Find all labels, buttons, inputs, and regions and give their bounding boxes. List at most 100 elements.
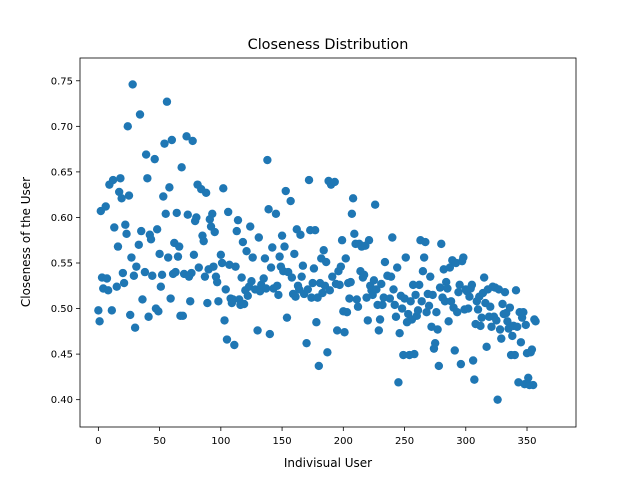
scatter-point — [282, 313, 292, 322]
scatter-point — [372, 285, 381, 294]
scatter-point — [128, 80, 137, 89]
scatter-point — [298, 261, 308, 270]
scatter-point — [390, 300, 399, 310]
scatter-point — [238, 237, 248, 247]
scatter-point — [232, 226, 241, 236]
scatter-point — [524, 373, 533, 382]
scatter-point — [221, 285, 230, 294]
scatter-point — [325, 286, 335, 295]
scatter-point — [135, 110, 145, 119]
scatter-point — [342, 308, 352, 317]
scatter-point — [497, 334, 506, 343]
scatter-point — [228, 295, 238, 304]
scatter-point — [148, 271, 157, 280]
scatter-point — [171, 267, 180, 277]
scatter-point — [341, 254, 350, 263]
scatter-point — [391, 312, 401, 321]
scatter-point — [162, 97, 172, 106]
scatter-point — [359, 270, 369, 280]
scatter-point — [388, 233, 397, 242]
scatter-point — [303, 285, 312, 294]
scatter-point — [304, 175, 314, 185]
scatter-point — [473, 305, 483, 314]
scatter-point — [450, 346, 459, 355]
x-axis-label: Indivisual User — [284, 456, 372, 470]
scatter-point — [422, 308, 431, 317]
scatter-point — [116, 174, 125, 183]
scatter-point — [157, 270, 167, 280]
scatter-point — [182, 132, 191, 141]
scatter-point — [498, 299, 507, 309]
scatter-point — [119, 278, 129, 288]
scatter-point — [437, 239, 446, 249]
scatter-point — [528, 380, 538, 390]
scatter-point — [219, 184, 228, 193]
x-tick-label: 300 — [456, 436, 475, 447]
scatter-point — [408, 280, 418, 290]
scatter-point — [467, 280, 477, 290]
scatter-point — [350, 229, 359, 239]
scatter-point — [459, 253, 468, 262]
scatter-point — [380, 257, 390, 267]
scatter-point — [394, 378, 403, 387]
scatter-point — [231, 262, 240, 271]
scatter-point — [417, 297, 426, 306]
scatter-point — [214, 297, 223, 306]
scatter-point — [307, 293, 316, 302]
scatter-point — [510, 350, 519, 360]
scatter-point — [470, 375, 479, 384]
scatter-point — [163, 253, 173, 262]
scatter-point — [268, 243, 277, 252]
scatter-point — [323, 348, 332, 357]
scatter-point — [243, 291, 252, 300]
scatter-point — [165, 183, 174, 192]
scatter-point — [242, 246, 251, 256]
scatter-point — [253, 326, 262, 335]
scatter-point — [223, 207, 233, 217]
scatter-point — [479, 273, 489, 282]
scatter-point — [177, 163, 186, 172]
scatter-point — [455, 280, 464, 290]
scatter-point — [445, 263, 455, 272]
scatter-point — [397, 304, 407, 313]
scatter-point — [286, 196, 295, 206]
scatter-point — [505, 303, 515, 312]
scatter-point — [312, 318, 321, 327]
scatter-point — [101, 202, 110, 211]
scatter-point — [277, 231, 287, 240]
scatter-point — [428, 290, 437, 300]
scatter-point — [216, 250, 226, 259]
scatter-point — [212, 277, 222, 287]
scatter-point — [385, 294, 395, 303]
y-tick-label: 0.40 — [51, 395, 73, 406]
scatter-point — [406, 297, 415, 306]
x-tick-label: 200 — [334, 436, 353, 447]
scatter-point — [370, 200, 380, 209]
scatter-point — [123, 122, 132, 131]
scatter-point — [336, 262, 346, 271]
scatter-point — [348, 194, 358, 203]
scatter-point — [167, 135, 177, 145]
scatter-point — [140, 267, 150, 277]
scatter-point — [154, 307, 163, 316]
scatter-point — [434, 361, 444, 371]
scatter-point — [159, 192, 168, 201]
y-tick-label: 0.60 — [51, 213, 73, 224]
scatter-point — [161, 209, 170, 218]
scatter-point — [266, 263, 276, 272]
scatter-point — [108, 175, 118, 185]
scatter-point — [418, 267, 428, 276]
scatter-point — [464, 304, 473, 313]
scatter-point — [411, 290, 420, 300]
scatter-point — [521, 320, 530, 330]
scatter-point — [127, 253, 136, 262]
y-axis: 0.40 0.45 0.50 0.55 0.60 0.65 0.70 0.75 — [51, 76, 80, 406]
scatter-point — [146, 235, 156, 244]
scatter-point — [237, 273, 246, 282]
scatter-point — [363, 316, 372, 325]
scatter-point — [254, 233, 263, 242]
y-tick-label: 0.70 — [51, 122, 73, 133]
scatter-point — [330, 177, 339, 187]
scatter-point — [492, 316, 501, 325]
scatter-point — [410, 349, 419, 359]
